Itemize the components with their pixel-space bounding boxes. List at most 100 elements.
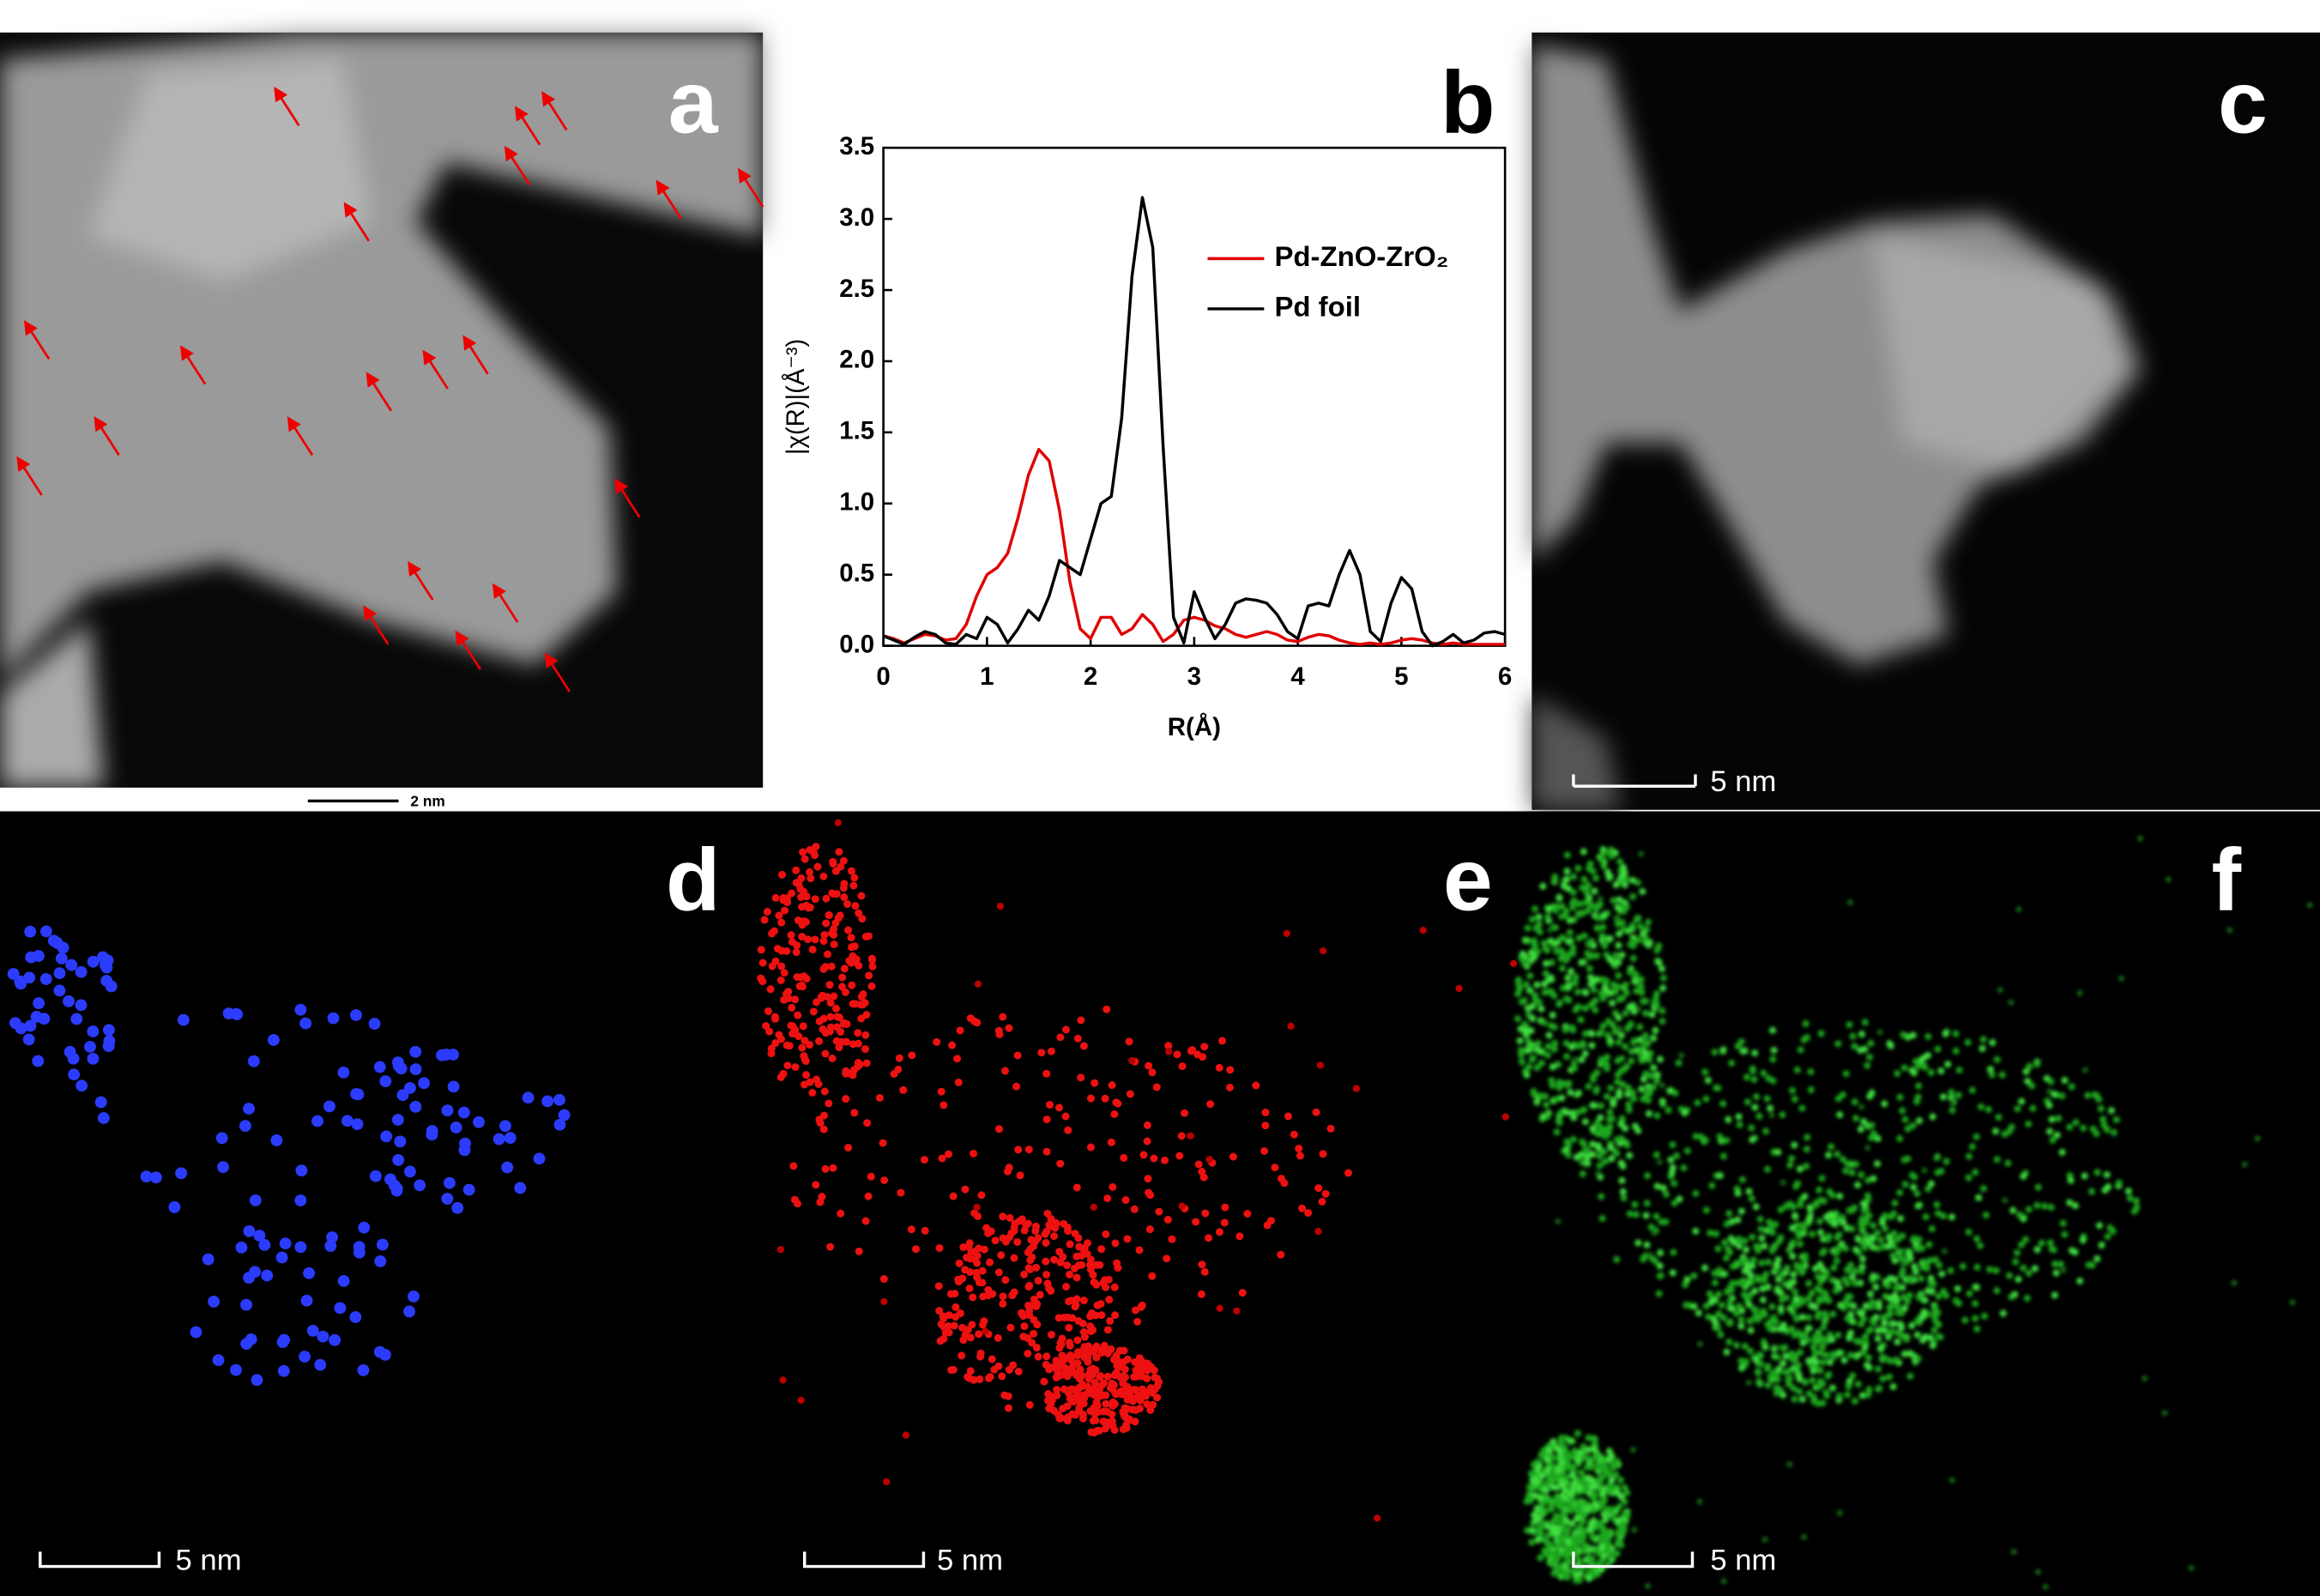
map-dot	[1646, 1089, 1653, 1097]
map-dot	[1862, 1302, 1870, 1309]
map-dot	[1940, 1288, 1948, 1295]
map-dot	[1868, 1121, 1876, 1129]
map-dot	[1024, 1283, 1033, 1291]
map-dot	[1618, 952, 1626, 959]
map-dot	[1153, 1381, 1162, 1390]
map-dot	[1816, 1367, 1824, 1375]
map-dot	[1798, 1314, 1806, 1321]
map-dot	[1032, 1302, 1041, 1310]
map-dot	[1914, 1093, 1922, 1101]
map-dot	[1640, 929, 1647, 937]
map-dot	[140, 1170, 153, 1182]
map-dot	[1972, 1315, 1979, 1322]
arrow	[541, 91, 568, 131]
map-dot	[920, 1156, 928, 1164]
map-dot	[1761, 1536, 1768, 1543]
map-dot	[1613, 1136, 1621, 1143]
map-dot	[212, 1354, 225, 1367]
map-dot	[1588, 1463, 1596, 1471]
map-dot	[1055, 1414, 1064, 1423]
map-dot	[53, 967, 66, 980]
map-dot	[1597, 896, 1604, 903]
map-dot	[1788, 1155, 1796, 1163]
map-dot	[1795, 1362, 1803, 1369]
map-dot	[1592, 1547, 1600, 1555]
map-dot	[295, 1164, 308, 1177]
map-dot	[994, 1362, 1003, 1370]
map-dot	[1598, 1193, 1605, 1200]
map-dot	[1757, 1360, 1765, 1368]
map-dot	[390, 1182, 403, 1194]
map-dot	[813, 862, 822, 871]
map-dot	[1965, 1174, 1973, 1182]
map-dot	[791, 1063, 800, 1072]
map-dot	[1551, 1039, 1559, 1047]
map-dot	[1036, 1291, 1044, 1299]
map-dot	[1134, 1392, 1143, 1400]
map-dot	[1954, 1091, 1962, 1099]
map-dot	[1788, 1224, 1796, 1232]
map-dot	[1794, 1180, 1802, 1188]
map-dot	[1197, 1290, 1205, 1298]
map-dot	[1045, 1365, 1054, 1374]
map-dot	[2241, 1161, 2248, 1168]
map-dot	[1973, 1133, 1980, 1140]
map-dot	[2029, 1104, 2037, 1112]
map-dot	[1811, 1265, 1819, 1273]
map-dot	[458, 1144, 471, 1157]
map-dot	[1592, 1087, 1600, 1095]
map-dot	[1651, 1230, 1658, 1236]
map-dot	[1054, 1372, 1062, 1381]
map-dot	[1858, 1031, 1865, 1038]
map-dot	[1701, 1068, 1709, 1076]
map-dot	[1840, 1218, 1847, 1226]
map-dot	[1630, 938, 1638, 946]
map-dot	[768, 929, 776, 938]
map-dot	[966, 1367, 975, 1375]
map-dot	[1598, 989, 1605, 997]
map-dot	[1791, 1212, 1799, 1219]
map-dot	[1095, 1387, 1103, 1396]
map-dot	[102, 1040, 115, 1053]
map-dot	[1759, 1296, 1767, 1303]
map-dot	[1857, 1125, 1864, 1133]
map-dot	[1559, 984, 1567, 992]
map-dot	[267, 1034, 280, 1046]
map-dot	[1737, 1260, 1744, 1267]
map-dot	[1642, 1070, 1650, 1078]
map-dot	[1954, 1285, 1961, 1292]
map-dot	[1631, 977, 1639, 985]
map-dot	[777, 918, 786, 927]
map-dot	[1658, 1018, 1666, 1025]
map-dot	[1519, 950, 1526, 958]
map-dot	[1012, 1082, 1021, 1091]
map-dot	[1610, 1100, 1617, 1108]
map-dot	[826, 1023, 835, 1031]
map-dot	[1319, 1150, 1327, 1158]
map-dot	[1548, 1505, 1556, 1513]
map-dot	[842, 1095, 850, 1103]
map-dot	[1671, 1200, 1678, 1207]
map-dot	[1843, 1266, 1851, 1273]
map-dot	[1829, 1351, 1837, 1358]
map-dot	[1558, 903, 1566, 910]
map-dot	[1121, 1196, 1130, 1205]
map-dot	[1927, 1069, 1935, 1076]
map-dot	[1018, 1309, 1026, 1317]
map-dot	[1803, 1163, 1810, 1170]
map-dot	[1121, 1365, 1129, 1374]
map-dot	[1603, 1537, 1610, 1545]
map-dot	[1989, 1039, 1997, 1046]
map-dot	[1850, 1302, 1858, 1309]
map-dot	[1570, 873, 1578, 880]
map-dot	[1791, 1351, 1798, 1359]
map-dot	[1793, 1221, 1801, 1229]
map-dot	[1805, 1295, 1813, 1303]
map-dot	[1556, 1109, 1564, 1117]
map-dot	[1809, 1230, 1816, 1238]
map-dot	[1573, 1514, 1580, 1522]
map-dot	[1585, 1434, 1592, 1442]
map-dot	[1609, 1021, 1616, 1029]
map-dot	[1998, 1071, 2006, 1079]
map-dot	[1087, 1094, 1096, 1103]
